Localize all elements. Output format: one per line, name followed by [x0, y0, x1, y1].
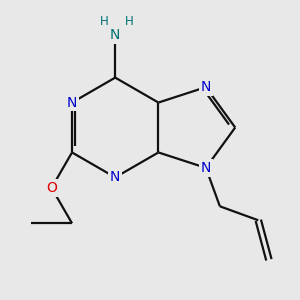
Text: O: O: [46, 181, 57, 195]
Text: N: N: [110, 28, 120, 42]
Text: N: N: [110, 170, 120, 184]
Text: N: N: [201, 161, 211, 175]
Text: N: N: [67, 96, 77, 110]
Text: H: H: [100, 15, 109, 28]
Text: N: N: [201, 80, 211, 94]
Text: H: H: [125, 15, 134, 28]
